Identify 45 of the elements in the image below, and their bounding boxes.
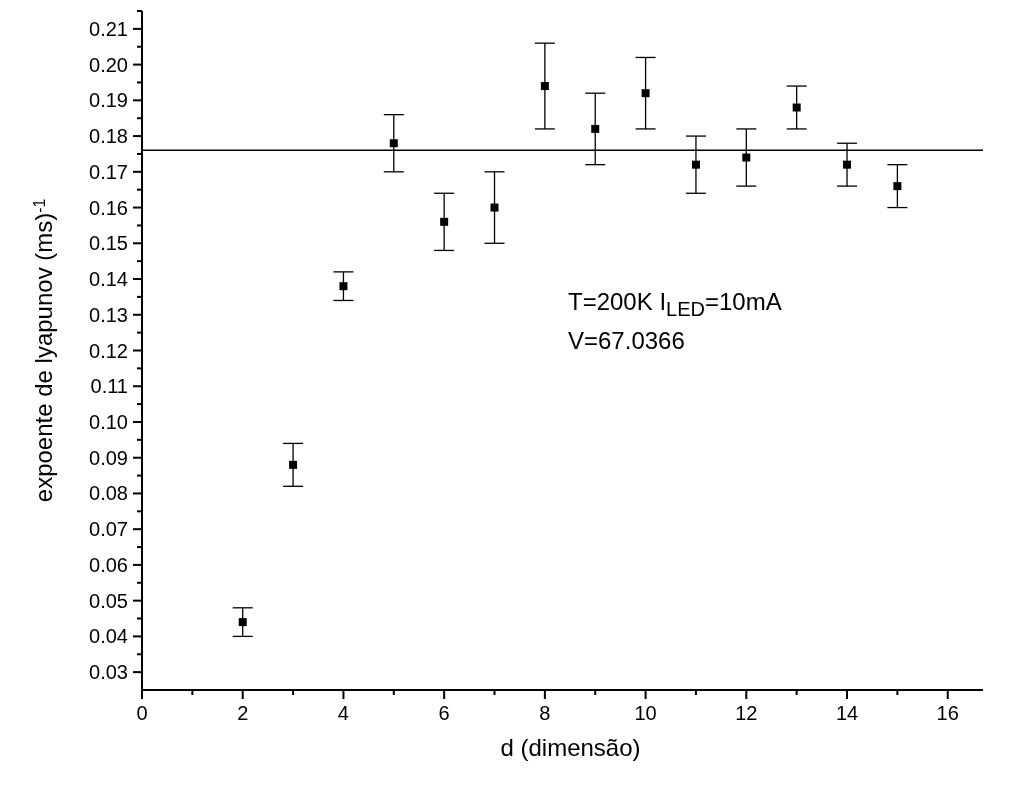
y-tick-label: 0.13: [89, 303, 128, 326]
x-tick-label: 12: [735, 702, 758, 724]
point: [339, 282, 348, 291]
y-tick-label: 0.08: [89, 482, 128, 505]
y-tick-label: 0.10: [89, 410, 128, 433]
point: [843, 160, 852, 169]
x-tick-label: 4: [337, 702, 349, 724]
point: [490, 203, 499, 212]
y-tick-label: 0.19: [89, 89, 128, 112]
x-tick-label: 10: [634, 702, 657, 724]
point: [792, 103, 801, 112]
point: [540, 82, 549, 91]
point: [691, 160, 700, 169]
y-tick-label: 0.18: [89, 125, 128, 148]
y-tick-label: 0.04: [89, 625, 128, 648]
y-tick-label: 0.06: [89, 553, 128, 576]
x-tick-label: 2: [237, 702, 249, 724]
x-tick-label: 0: [136, 702, 148, 724]
y-tick-label: 0.14: [89, 268, 128, 291]
point: [641, 89, 650, 98]
y-tick-label: 0.05: [89, 589, 128, 612]
point: [238, 618, 247, 627]
y-tick-label: 0.11: [90, 375, 128, 398]
x-tick-label: 8: [539, 702, 551, 724]
point: [591, 124, 600, 133]
y-tick-label: 0.16: [89, 196, 128, 219]
annotation: V=67.0366: [568, 325, 686, 356]
y-tick-label: 0.07: [89, 518, 128, 541]
y-tick-label: 0.03: [89, 661, 128, 684]
y-tick-label: 0.20: [89, 53, 128, 76]
y-tick-label: 0.17: [89, 160, 128, 183]
point: [289, 460, 298, 469]
y-tick-label: 0.21: [89, 17, 128, 40]
point: [389, 139, 398, 148]
point: [440, 217, 449, 226]
x-tick-label: 6: [438, 702, 450, 724]
point: [893, 182, 902, 191]
annotation: T=200K I$_{LED}$=10mA: [568, 287, 782, 322]
x-tick-label: 16: [936, 702, 959, 724]
x-axis-title: d (dimensão): [500, 734, 641, 761]
point: [742, 153, 751, 162]
y-tick-label: 0.09: [89, 446, 128, 469]
x-tick-label: 14: [835, 702, 859, 724]
y-tick-label: 0.12: [89, 339, 128, 362]
y-tick-label: 0.15: [89, 232, 128, 255]
